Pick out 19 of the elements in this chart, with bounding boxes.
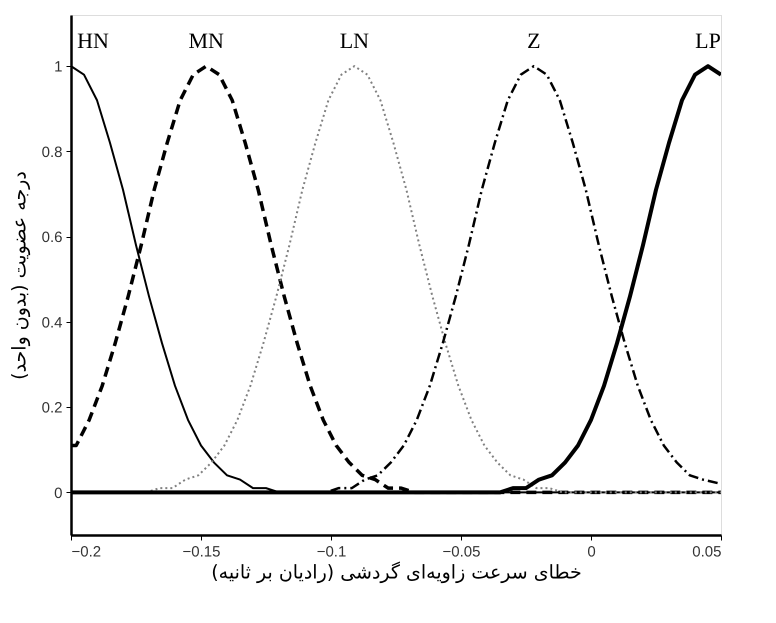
x-tick-label: −0.05 <box>442 544 480 560</box>
y-tick-label: 1 <box>54 58 62 76</box>
y-tick-label: 0 <box>54 484 62 502</box>
series-label: HN <box>77 28 109 54</box>
series-label: LP <box>695 28 721 54</box>
series-label: MN <box>188 28 224 54</box>
y-tick-label: 0.6 <box>42 229 62 246</box>
y-tick-label: 0.2 <box>42 400 62 417</box>
x-tick-label: 0.05 <box>692 544 722 560</box>
x-tick-label: −0.1 <box>316 544 346 560</box>
series-label: LN <box>340 28 370 54</box>
y-tick-label: 0.4 <box>42 314 62 332</box>
x-tick-label: −0.2 <box>72 544 102 560</box>
x-tick-label: −0.15 <box>182 544 220 560</box>
x-tick-label: 0 <box>587 544 596 560</box>
y-tick-label: 0.8 <box>42 144 62 161</box>
series-label: Z <box>527 28 541 54</box>
y-axis-title: درجه عضویت (بدون واحد) <box>8 171 31 380</box>
x-axis-title: خطای سرعت زاویه‌ای گردشی (رادیان بر ثانیه) <box>211 560 582 584</box>
